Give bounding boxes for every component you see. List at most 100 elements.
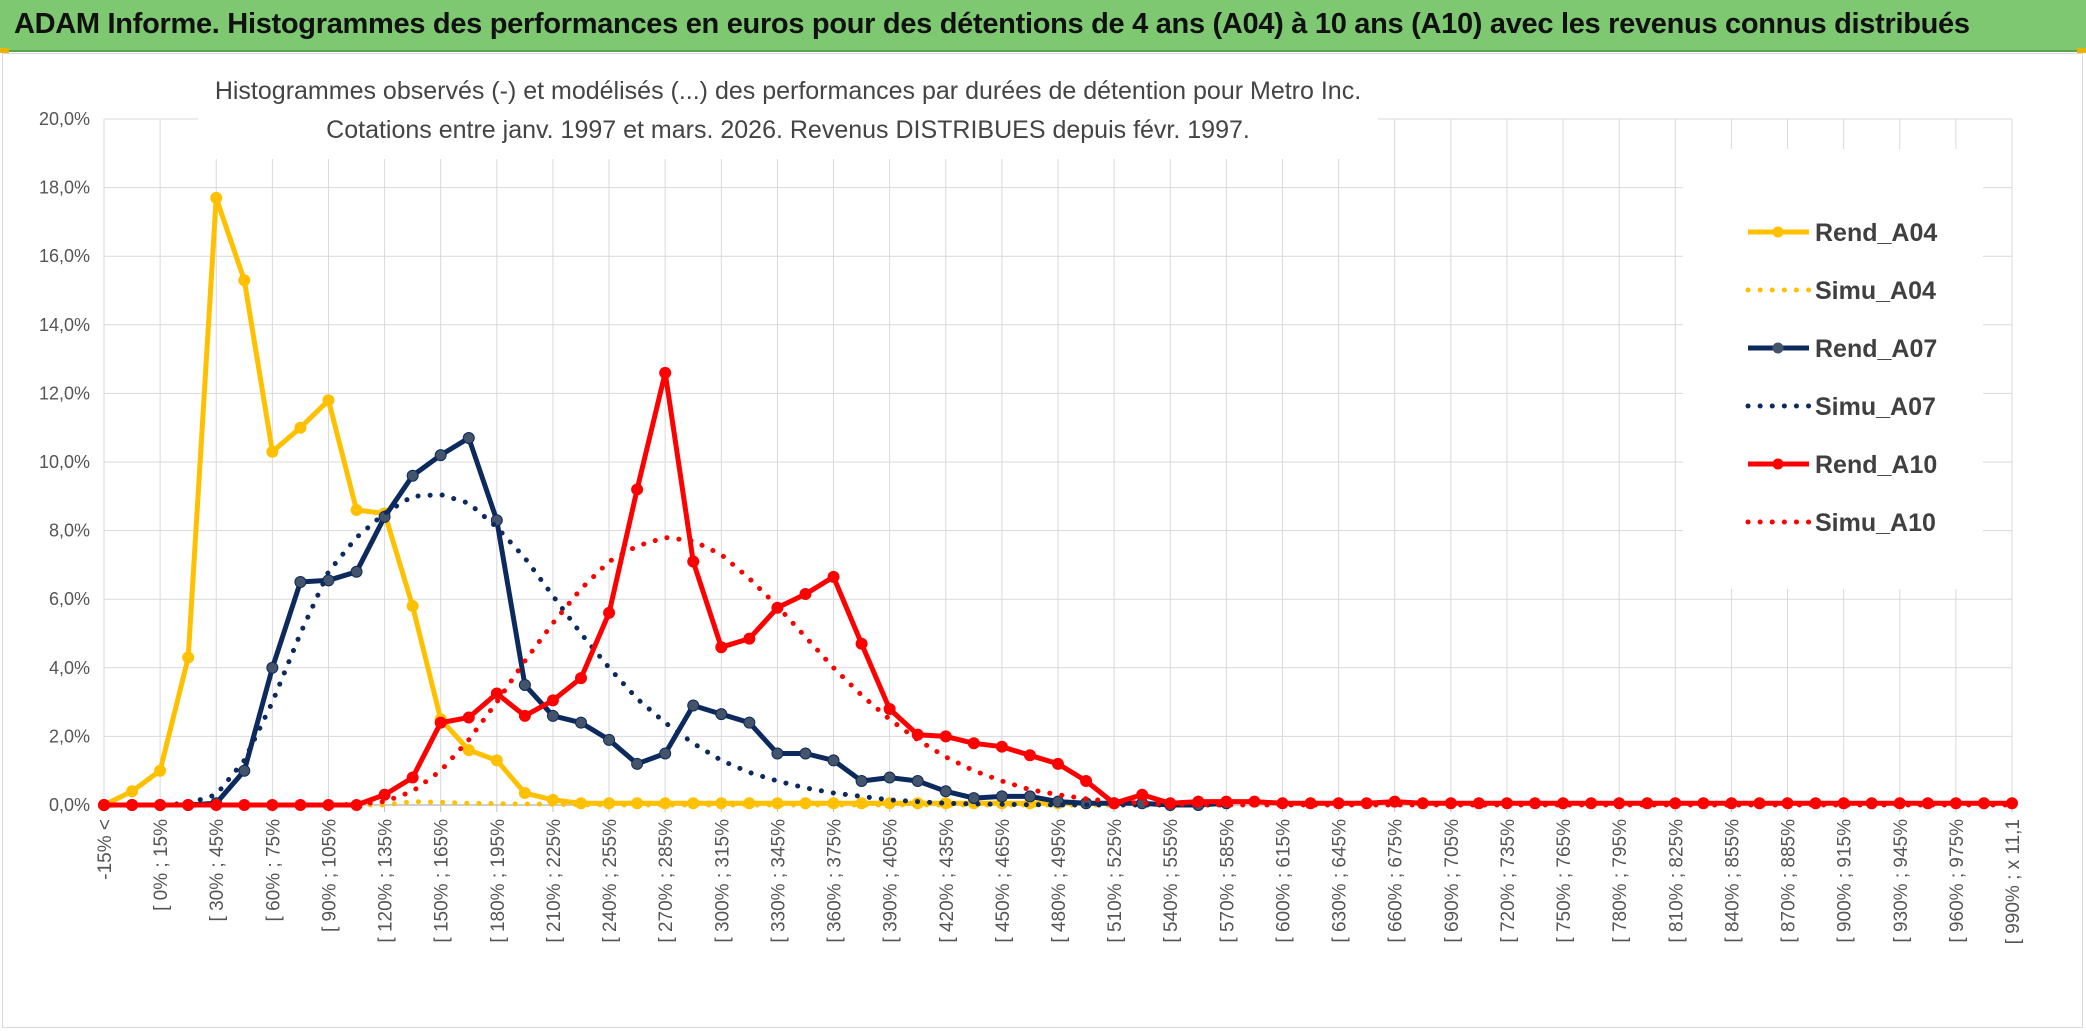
data-point [715, 641, 728, 654]
series-simu_a07 [101, 492, 1229, 808]
y-tick-label: 20,0% [39, 109, 90, 129]
data-point [490, 687, 503, 700]
data-point [827, 570, 840, 583]
data-point [883, 702, 896, 715]
data-point [154, 764, 167, 777]
data-point [406, 469, 419, 482]
data-point [575, 716, 587, 729]
x-tick-label: [ 690% ; 705% [1442, 819, 1463, 943]
legend-label: Simu_A04 [1815, 277, 1936, 305]
x-tick-label: [ 750% ; 765% [1554, 819, 1575, 943]
x-tick-label: [ 780% ; 795% [1610, 819, 1631, 943]
data-point [1052, 757, 1064, 770]
data-point [462, 711, 475, 724]
y-tick-label: 2,0% [49, 726, 90, 746]
data-point [939, 730, 952, 743]
data-point [462, 431, 475, 444]
data-point [1388, 795, 1401, 808]
x-tick-label: [ 870% ; 885% [1779, 819, 1800, 943]
data-point [2006, 797, 2018, 810]
series [98, 191, 2018, 811]
x-tick-label: [ 150% ; 165% [432, 819, 453, 943]
data-point [266, 661, 279, 674]
data-point [210, 191, 223, 204]
chart-title-block: Histogrammes observés (-) et modélisés (… [198, 59, 1378, 159]
y-tick-label: 6,0% [49, 589, 90, 609]
legend: Rend_A04 Simu_A04 Rend_A07 Simu_A07 Rend_A10… [1683, 149, 1983, 589]
y-tick-label: 16,0% [39, 246, 90, 266]
x-tick-label: [ 360% ; 375% [825, 819, 846, 943]
data-point [294, 799, 307, 811]
x-tick-label: [ 450% ; 465% [993, 819, 1014, 943]
data-point [939, 785, 952, 798]
legend-item-simu_a07: Simu_A07 [1745, 393, 1936, 421]
data-point [546, 694, 559, 707]
x-tick-label: [ 840% ; 855% [1722, 819, 1743, 943]
x-tick-label: [ 810% ; 825% [1666, 819, 1687, 943]
data-point [462, 744, 475, 757]
legend-item-rend_a10: Rend_A10 [1748, 451, 1937, 479]
data-point [883, 771, 896, 784]
legend-item-simu_a10: Simu_A10 [1745, 509, 1936, 537]
series-rend_a10 [98, 366, 2018, 811]
legend-item-rend_a07: Rend_A07 [1748, 335, 1937, 363]
chart-area: 0,0% 2,0% 4,0% 6,0% 8,0% 10,0% 12,0% 14,0% 16,0%… [2, 53, 2083, 1028]
x-tick-label: [ 930% ; 945% [1891, 819, 1912, 943]
y-tick-label: 10,0% [39, 452, 90, 472]
legend-label: Simu_A07 [1815, 393, 1936, 421]
data-point [995, 790, 1008, 803]
data-point [294, 576, 307, 589]
series-line-simu_a07 [101, 492, 1229, 808]
data-point [546, 709, 559, 722]
x-tick-label: [ 510% ; 525% [1105, 819, 1126, 943]
x-tick-label: [ 90% ; 105% [319, 819, 340, 932]
data-point [350, 565, 363, 578]
y-tick-label: 4,0% [49, 658, 90, 678]
x-tick-label: [ 0% ; 15% [151, 819, 172, 911]
data-point [1023, 790, 1036, 803]
x-tick-label: [ 480% ; 495% [1049, 819, 1070, 943]
data-point [855, 637, 868, 650]
data-point [182, 651, 195, 664]
data-point [518, 678, 531, 691]
data-point [294, 421, 307, 434]
x-tick-label: [ 60% ; 75% [263, 819, 284, 922]
data-point [518, 786, 531, 799]
data-point [490, 754, 503, 767]
x-tick-label: [ 240% ; 255% [600, 819, 621, 943]
chart-title-line1: Histogrammes observés (-) et modélisés (… [215, 77, 1361, 105]
data-point [659, 747, 672, 760]
y-tick-label: 18,0% [39, 178, 90, 198]
x-tick-label: [ 330% ; 345% [768, 819, 789, 943]
y-tick-label: 0,0% [49, 795, 90, 815]
x-tick-label: [ 270% ; 285% [656, 819, 677, 943]
data-point [378, 788, 391, 801]
data-point [827, 754, 840, 767]
title-background [198, 59, 1378, 159]
x-tick-label: [ 660% ; 675% [1386, 819, 1407, 943]
data-point [799, 588, 812, 601]
data-point [967, 792, 980, 805]
data-point [350, 504, 363, 517]
x-tick-label: [ 600% ; 615% [1273, 819, 1294, 943]
data-point [631, 483, 644, 496]
x-tick-label: [ 120% ; 135% [376, 819, 397, 943]
data-point [1023, 749, 1036, 762]
legend-label: Rend_A07 [1815, 335, 1937, 363]
x-tick-label: [ 180% ; 195% [488, 819, 509, 943]
x-tick-label: [ 30% ; 45% [207, 819, 228, 922]
data-point [322, 394, 335, 407]
data-point [1472, 797, 1485, 810]
report-banner: ADAM Informe. Histogrammes des performan… [0, 0, 2086, 52]
data-point [743, 632, 756, 645]
x-tick-label: [ 720% ; 735% [1498, 819, 1519, 943]
corner-mark-right [2077, 48, 2086, 53]
legend-label: Rend_A04 [1815, 219, 1937, 247]
data-point [1080, 774, 1093, 787]
legend-item-rend_a04: Rend_A04 [1748, 219, 1937, 247]
data-point [911, 774, 924, 787]
x-tick-label: [ 540% ; 555% [1161, 819, 1182, 943]
data-point [1136, 788, 1149, 801]
legend-label: Simu_A10 [1815, 509, 1936, 537]
histogram-chart: 0,0% 2,0% 4,0% 6,0% 8,0% 10,0% 12,0% 14,0% 16,0%… [39, 59, 2024, 944]
